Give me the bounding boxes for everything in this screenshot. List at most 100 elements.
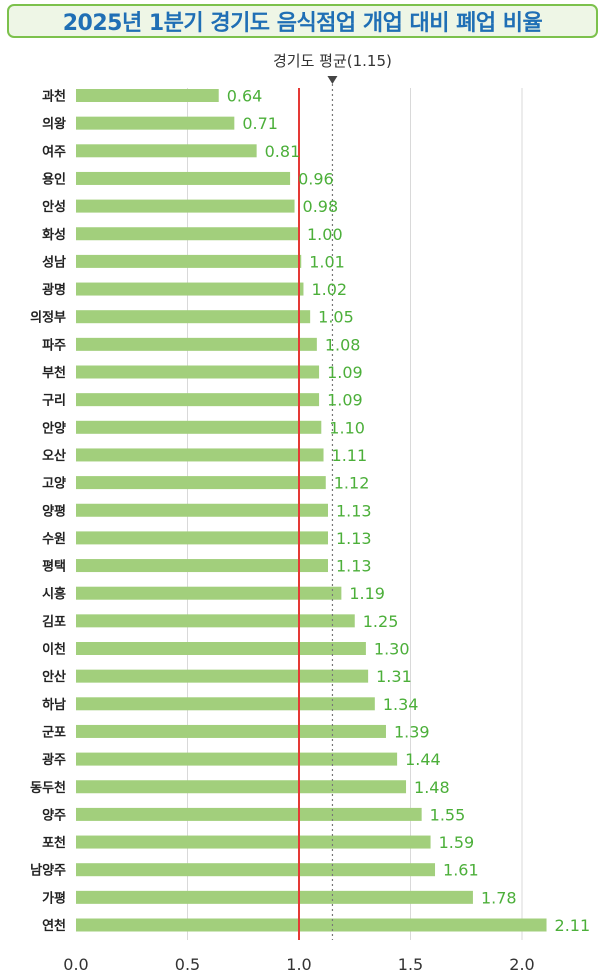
bar bbox=[76, 642, 366, 655]
bar bbox=[76, 724, 386, 738]
bar bbox=[76, 697, 375, 711]
value-label: 1.02 bbox=[311, 280, 347, 299]
bar bbox=[76, 614, 355, 628]
average-marker-icon bbox=[327, 76, 338, 84]
bar bbox=[76, 559, 328, 573]
category-label: 구리 bbox=[42, 393, 66, 409]
value-label: 1.09 bbox=[327, 391, 363, 410]
category-label: 이천 bbox=[42, 642, 66, 658]
value-label: 1.34 bbox=[383, 695, 419, 714]
value-label: 1.12 bbox=[334, 474, 370, 493]
bar bbox=[76, 144, 257, 158]
value-label: 1.59 bbox=[439, 833, 475, 852]
bar bbox=[76, 310, 311, 324]
x-tick-label: 2.0 bbox=[509, 955, 534, 974]
value-label: 1.05 bbox=[318, 308, 354, 327]
chart-title-box: 2025년 1분기 경기도 음식점업 개업 대비 폐업 비율 bbox=[7, 4, 598, 38]
category-label: 안성 bbox=[42, 199, 66, 215]
value-label: 1.48 bbox=[414, 778, 450, 797]
bar bbox=[76, 448, 324, 462]
value-label: 1.08 bbox=[325, 335, 361, 354]
category-label: 의왕 bbox=[42, 116, 66, 132]
category-label: 성남 bbox=[42, 254, 66, 270]
bar bbox=[76, 89, 219, 102]
bar bbox=[76, 476, 326, 490]
category-label: 동두천 bbox=[30, 781, 66, 796]
value-label: 1.25 bbox=[363, 612, 399, 631]
category-label: 포천 bbox=[42, 836, 66, 851]
category-label: 파주 bbox=[42, 338, 66, 353]
bar bbox=[76, 171, 291, 185]
value-label: 1.78 bbox=[481, 888, 517, 907]
category-label: 수원 bbox=[42, 532, 66, 547]
category-label: 안양 bbox=[42, 420, 66, 436]
bar bbox=[76, 531, 328, 545]
bar bbox=[76, 863, 436, 877]
x-tick-label: 0.5 bbox=[175, 955, 200, 974]
value-label: 0.81 bbox=[265, 142, 301, 161]
value-label: 1.44 bbox=[405, 750, 441, 769]
category-label: 의정부 bbox=[30, 310, 66, 326]
x-tick-label: 1.5 bbox=[398, 955, 423, 974]
bar bbox=[76, 199, 295, 213]
value-label: 1.13 bbox=[336, 557, 372, 576]
category-label: 부천 bbox=[42, 366, 66, 381]
value-label: 1.00 bbox=[307, 225, 343, 244]
value-label: 0.96 bbox=[298, 169, 334, 188]
category-label: 김포 bbox=[42, 615, 66, 630]
value-label: 1.31 bbox=[376, 667, 412, 686]
bar bbox=[76, 807, 422, 821]
value-label: 0.71 bbox=[242, 114, 278, 133]
value-label: 1.39 bbox=[394, 722, 430, 741]
category-label: 연천 bbox=[42, 919, 66, 934]
category-label: 오산 bbox=[42, 448, 66, 464]
category-label: 가평 bbox=[42, 890, 66, 906]
value-label: 1.09 bbox=[327, 363, 363, 382]
category-label: 군포 bbox=[42, 725, 66, 740]
value-label: 1.61 bbox=[443, 861, 479, 880]
category-label: 평택 bbox=[42, 559, 66, 575]
x-tick-label: 0.0 bbox=[63, 955, 88, 974]
value-label: 0.98 bbox=[303, 197, 339, 216]
value-label: 1.01 bbox=[309, 252, 345, 271]
bar bbox=[76, 254, 302, 268]
bar bbox=[76, 116, 235, 130]
bar bbox=[76, 393, 320, 407]
value-label: 1.55 bbox=[430, 805, 466, 824]
category-label: 광명 bbox=[42, 282, 66, 298]
chart-title: 2025년 1분기 경기도 음식점업 개업 대비 폐업 비율 bbox=[62, 11, 543, 36]
category-label: 광주 bbox=[42, 753, 66, 768]
value-label: 1.11 bbox=[332, 446, 368, 465]
bar bbox=[76, 890, 473, 904]
x-tick-label: 1.0 bbox=[286, 955, 311, 974]
value-label: 0.64 bbox=[227, 87, 263, 106]
category-label: 시흥 bbox=[42, 586, 66, 602]
average-label: 경기도 평균(1.15) bbox=[273, 52, 392, 70]
bar bbox=[76, 365, 320, 379]
bar bbox=[76, 780, 407, 794]
category-label: 양주 bbox=[42, 808, 66, 823]
bar bbox=[76, 918, 547, 932]
value-label: 1.19 bbox=[349, 584, 385, 603]
category-label: 고양 bbox=[42, 477, 66, 492]
category-label: 남양주 bbox=[30, 863, 66, 879]
category-label: 양평 bbox=[42, 503, 66, 519]
bar bbox=[76, 835, 431, 849]
category-label: 과천 bbox=[42, 90, 66, 105]
category-label: 안산 bbox=[42, 669, 66, 685]
category-label: 하남 bbox=[42, 697, 66, 713]
bar bbox=[76, 586, 342, 600]
bar bbox=[76, 227, 299, 241]
category-label: 용인 bbox=[42, 171, 66, 187]
value-label: 2.11 bbox=[555, 916, 591, 935]
bar bbox=[76, 282, 304, 296]
bar bbox=[76, 420, 322, 434]
value-label: 1.13 bbox=[336, 501, 372, 520]
value-label: 1.10 bbox=[329, 418, 365, 437]
bar bbox=[76, 337, 317, 351]
value-label: 1.13 bbox=[336, 529, 372, 548]
bar bbox=[76, 669, 369, 683]
bar bbox=[76, 752, 398, 766]
category-label: 여주 bbox=[42, 144, 66, 160]
